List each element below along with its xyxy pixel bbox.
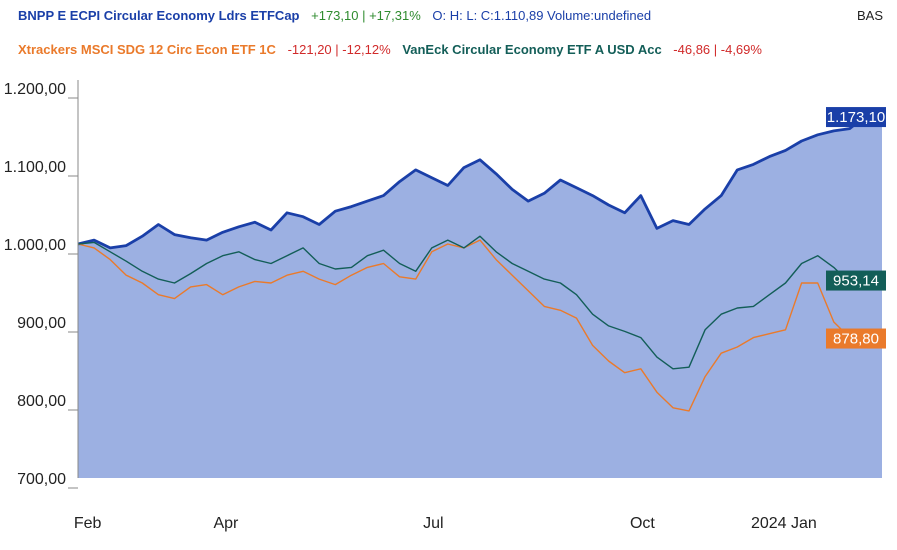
series-line-xtrackers[interactable] <box>77 239 883 412</box>
series-area-bnpp <box>78 109 882 478</box>
axis-layer: 700,00 800,00 900,00 1.000,00 1.100,00 1.200,… <box>4 80 817 532</box>
series-line-bnpp[interactable] <box>77 107 883 250</box>
legend-row-primary: BNPP E ECPI Circular Economy Ldrs ETFCap… <box>18 8 659 23</box>
badge-value: 953,14 <box>833 273 879 290</box>
badge-xtrackers: 878,80 <box>826 328 886 349</box>
legend-series-xtrackers[interactable]: Xtrackers MSCI SDG 12 Circ Econ ETF 1C <box>18 42 276 57</box>
badge-layer: 1.173,10 878,80 953,14 <box>826 107 886 349</box>
x-tick-label: Apr <box>213 515 239 532</box>
line-layer <box>77 107 883 412</box>
badge-vaneck: 953,14 <box>826 270 886 291</box>
badge-box <box>826 328 886 349</box>
legend-vaneck-change: -46,86 | -4,69% <box>673 42 762 57</box>
series-line-vaneck[interactable] <box>77 235 883 370</box>
badge-box <box>826 107 886 128</box>
y-tick-label: 1.100,00 <box>4 159 66 176</box>
legend-xtrackers-change: -121,20 | -12,12% <box>287 42 391 57</box>
area-layer <box>78 109 882 478</box>
y-tick-label: 1.200,00 <box>4 81 66 98</box>
legend-ohlc-readout: O: H: L: C:1.110,89 Volume:undefined <box>432 8 652 23</box>
x-tick-label: Feb <box>74 515 102 532</box>
y-tick-label: 800,00 <box>17 393 66 410</box>
y-tick-label: 700,00 <box>17 471 66 488</box>
legend-row-comparisons: Xtrackers MSCI SDG 12 Circ Econ ETF 1C -… <box>18 42 770 57</box>
badge-box <box>826 270 886 291</box>
badge-value: 878,80 <box>833 331 879 348</box>
y-tick-label: 900,00 <box>17 315 66 332</box>
legend-bnpp-change: +173,10 | +17,31% <box>311 8 421 23</box>
y-tick-label: 1.000,00 <box>4 237 66 254</box>
x-tick-label: 2024 Jan <box>751 515 817 532</box>
badge-bnpp: 1.173,10 <box>826 107 886 128</box>
exchange-label: BAS <box>856 8 883 23</box>
badge-value: 1.173,10 <box>827 109 885 126</box>
legend-series-vaneck[interactable]: VanEck Circular Economy ETF A USD Acc <box>402 42 662 57</box>
x-tick-label: Jul <box>423 515 443 532</box>
x-tick-label: Oct <box>630 515 655 532</box>
legend-series-bnpp[interactable]: BNPP E ECPI Circular Economy Ldrs ETFCap <box>18 8 300 23</box>
